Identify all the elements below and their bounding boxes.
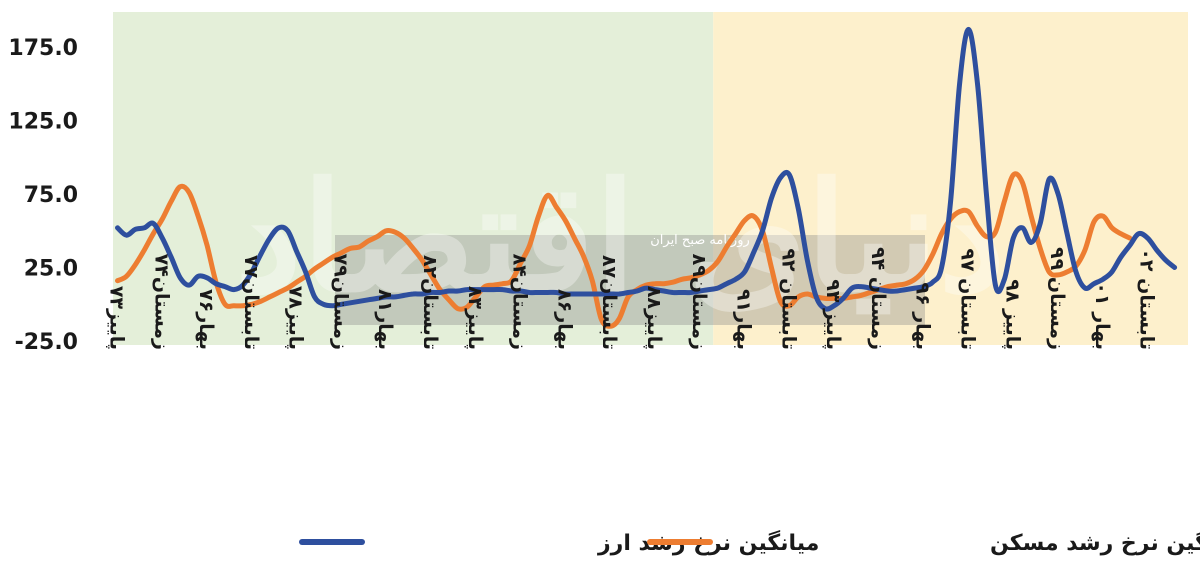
x-tick-label: زمستان ۹۹ — [1046, 247, 1068, 350]
x-tick-label: تابستان ۹۲ — [777, 248, 799, 350]
x-tick-label: تابستان۸۷ — [598, 255, 620, 350]
y-tick-label: 125.0 — [8, 110, 78, 135]
shaded-region-1 — [113, 12, 714, 345]
x-tick-label: تابستان۷۷ — [240, 255, 262, 350]
x-axis-ticks: پاییز۷۳ زمستان۷۴ بهار۷۶ تابستان۷۷ پاییز۷۸ زمس… — [106, 247, 1158, 350]
watermark: روزنامه صبح ایران دنیای اقتصاد — [235, 150, 1005, 326]
x-tick-label: پاییز ۹۸ — [1001, 279, 1023, 350]
x-tick-label: زمستان۸۴ — [509, 254, 531, 350]
series-line-housing — [115, 171, 1133, 329]
y-tick-label: 25.0 — [24, 257, 78, 282]
x-tick-label: تابستان۸۲ — [419, 255, 441, 350]
x-tick-label: پاییز۸۸ — [643, 286, 665, 350]
x-tick-label: بهار۹۱ — [733, 289, 755, 350]
x-tick-label: پاییز۷۳ — [106, 286, 128, 350]
x-tick-label: پاییز۸۳ — [464, 286, 486, 350]
x-tick-label: بهار ۹۶ — [912, 282, 934, 350]
x-tick-label: زمستان۷۹ — [329, 254, 351, 350]
watermark-newspaper-text: روزنامه صبح ایران — [650, 233, 750, 248]
watermark-brand-text: دنیای اقتصاد — [235, 150, 1005, 326]
y-axis-ticks: 175.0 125.0 75.0 25.0 -25.0 — [8, 36, 78, 355]
x-tick-label: زمستان۷۴ — [150, 254, 172, 350]
x-tick-label: بهار ۰۱ — [1091, 282, 1113, 350]
series-lines — [115, 26, 1178, 329]
series-line-fx — [115, 26, 1178, 312]
x-tick-label: تابستان ۹۷ — [957, 248, 979, 350]
x-tick-label: زمستان۸۹ — [688, 254, 710, 350]
x-tick-label: پاییز۷۸ — [285, 286, 307, 350]
x-tick-label: زمستان ۹۴ — [867, 247, 889, 350]
legend-housing-label: میانگین نرخ رشد مسکن — [990, 529, 1200, 556]
y-tick-label: 175.0 — [8, 36, 78, 61]
x-tick-label: بهار۷۶ — [195, 289, 217, 350]
x-tick-label: پاییز ۹۳ — [822, 279, 844, 350]
y-tick-label: 75.0 — [24, 183, 78, 208]
legend: میانگین نرخ رشد ارز میانگین نرخ رشد مسکن — [299, 529, 1200, 556]
y-tick-label: -25.0 — [15, 330, 78, 355]
x-tick-label: بهار۸۱ — [374, 289, 396, 350]
x-tick-label: بهار۸۶ — [553, 289, 575, 350]
x-tick-label: تابستان ۰۲ — [1136, 248, 1158, 350]
